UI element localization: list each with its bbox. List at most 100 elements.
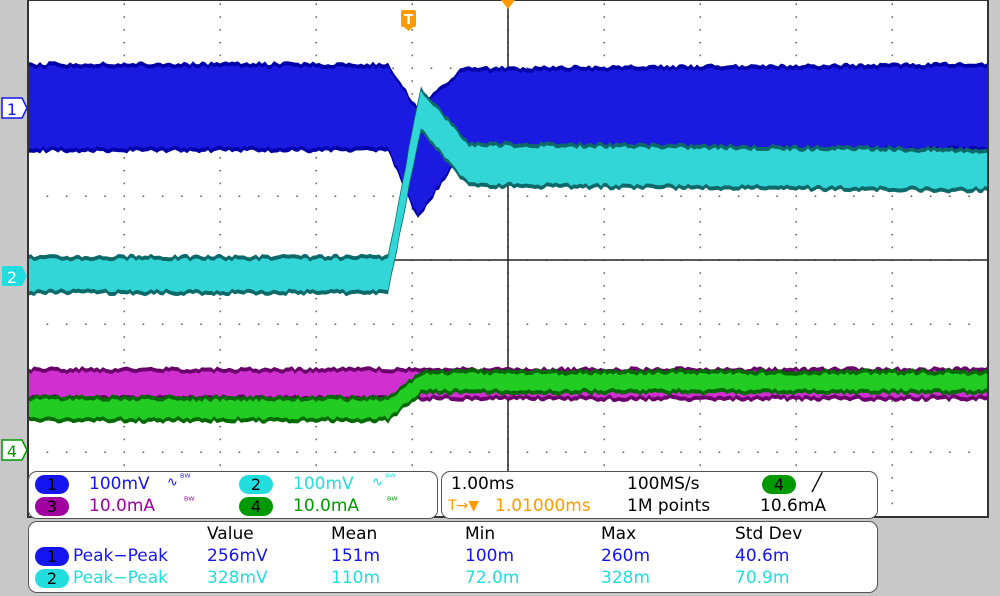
grid-dot [795, 297, 797, 300]
grid-dot [123, 16, 125, 18]
ch4-badge[interactable]: 4 [239, 497, 273, 516]
grid-dot [315, 3, 317, 5]
horizontal-scale[interactable]: 1.00ms [451, 474, 515, 494]
grid-dot [603, 425, 605, 428]
grid-dot [219, 41, 221, 44]
grid-dot [104, 323, 106, 325]
grid-dot [603, 349, 605, 351]
channel-settings-panel: 1 100mV ∿ ᴮᵂ 2 100mV ∿ ᴮᵂ 3 10.0mA ᴮᵂ 4 … [28, 471, 438, 519]
grid-dot [219, 425, 221, 428]
grid-dot [699, 425, 701, 428]
grid-dot [949, 195, 951, 197]
grid-dot [814, 195, 817, 197]
ch4-bandwidth-limit-icon: ᴮᵂ [387, 496, 398, 507]
grid-dot [853, 323, 855, 325]
ch1-badge[interactable]: 1 [35, 475, 69, 494]
ch3-badge[interactable]: 3 [35, 497, 69, 516]
grid-dot [795, 349, 797, 351]
grid-dot [776, 195, 778, 197]
grid-dot [661, 195, 663, 197]
ch2-badge[interactable]: 2 [239, 475, 273, 494]
trigger-position-marker[interactable]: T [401, 10, 416, 31]
grid-dot [430, 323, 433, 325]
grid-dot [795, 438, 797, 441]
grid-dot [891, 464, 893, 466]
grid-dot [699, 361, 701, 364]
grid-dot [238, 451, 241, 453]
grid-dot [641, 323, 644, 325]
grid-dot [699, 336, 701, 338]
ch4-scale[interactable]: 10.0mA [293, 496, 360, 516]
grid-dot [411, 285, 413, 287]
grid-dot [411, 310, 413, 313]
grid-dot [411, 233, 413, 236]
grid-dot [219, 169, 221, 172]
grid-dot [315, 182, 317, 185]
header-mean: Mean [331, 524, 378, 544]
grid-dot [929, 323, 932, 325]
grid-dot [795, 413, 797, 415]
grid-dot [123, 310, 125, 313]
grid-dot [795, 451, 797, 453]
grid-dot [680, 195, 682, 197]
grid-dot [699, 3, 701, 5]
grid-dot [603, 221, 605, 223]
ch2-ac-coupling-icon: ∿ [372, 475, 383, 490]
grid-dot [833, 323, 836, 325]
grid-dot [699, 41, 701, 44]
ch2-ground-marker[interactable]: 2 [2, 266, 27, 287]
grid-dot [238, 323, 241, 325]
ch3-bandwidth-limit-icon: ᴮᵂ [184, 496, 195, 507]
grid-dot [219, 323, 221, 325]
grid-dot [142, 451, 145, 453]
grid-dot [392, 67, 394, 69]
ch1-ground-marker[interactable]: 1 [1, 97, 28, 119]
grid-dot [891, 400, 893, 402]
trigger-level-marker-icon[interactable] [501, 0, 515, 9]
ch3-scale[interactable]: 10.0mA [89, 496, 156, 516]
grid-dot [219, 361, 221, 364]
measurement-std-dev: 40.6m [735, 546, 790, 566]
grid-dot [411, 272, 413, 274]
ch2-badge: 2 [35, 569, 69, 588]
grid-dot [603, 438, 605, 441]
grid-dot [469, 323, 471, 325]
grid-dot [603, 336, 605, 338]
ch2-scale[interactable]: 100mV [293, 474, 354, 494]
grid-dot [123, 157, 125, 159]
grid-dot [891, 3, 893, 5]
grid-dot [219, 349, 221, 351]
grid-dot [123, 169, 125, 172]
ch4-ground-marker[interactable]: 4 [1, 439, 28, 461]
grid-dot [776, 451, 778, 453]
ch1-scale[interactable]: 100mV [89, 474, 150, 494]
grid-dot [65, 451, 68, 453]
grid-dot [430, 451, 433, 453]
svg-text:1: 1 [7, 100, 17, 119]
grid-dot [277, 451, 279, 453]
grid-dot [833, 451, 836, 453]
grid-dot [449, 323, 452, 325]
grid-dot [699, 297, 701, 300]
grid-dot [968, 323, 970, 325]
trigger-position[interactable]: 1.01000ms [495, 496, 591, 516]
grid-dot [795, 195, 797, 197]
grid-dot [603, 16, 605, 18]
ch1-ac-coupling-icon: ∿ [167, 475, 178, 490]
grid-dot [699, 233, 701, 236]
grid-dot [699, 413, 701, 415]
grid-dot [200, 323, 202, 325]
header-value: Value [207, 524, 254, 544]
trigger-source-badge[interactable]: 4 [762, 475, 796, 494]
grid-dot [891, 413, 893, 415]
grid-dot [718, 323, 721, 325]
record-length: 1M points [627, 496, 711, 516]
grid-dot [411, 349, 413, 351]
ch1-badge: 1 [35, 547, 69, 566]
measurement-mean: 151m [331, 546, 381, 566]
measurement-value: 256mV [207, 546, 268, 566]
grid-dot [219, 310, 221, 313]
trigger-level[interactable]: 10.6mA [760, 496, 827, 516]
grid-dot [699, 29, 701, 31]
grid-dot [795, 285, 797, 287]
